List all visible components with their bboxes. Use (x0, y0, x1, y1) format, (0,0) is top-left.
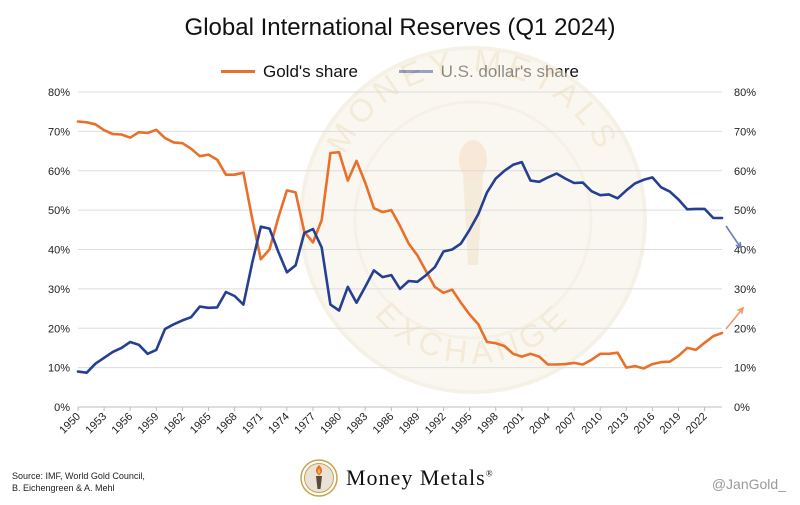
x-tick-label: 2004 (527, 411, 553, 437)
x-tick-label: 2016 (632, 411, 658, 437)
y-tick-label-right: 30% (734, 284, 756, 296)
x-tick-label: 1959 (136, 411, 162, 437)
y-tick-label-right: 50% (734, 205, 756, 217)
x-tick-label: 2007 (553, 411, 579, 437)
x-tick-label: 2010 (579, 411, 605, 437)
source-line-2: B. Eichengreen & A. Mehl (12, 483, 115, 493)
watermark-ring-bottom: EXCHANGE (369, 295, 572, 371)
x-tick-label: 1962 (162, 411, 188, 437)
y-axis-right: 0% 10% 20% 30% 40% 50% 60% 70% 80% (734, 87, 756, 414)
watermark-logo: MONEY METALS EXCHANGE (299, 42, 647, 394)
series-line-gold (76, 120, 724, 370)
x-tick-label: 1977 (292, 411, 318, 437)
x-tick-label: 1989 (397, 411, 423, 437)
y-tick-label-left: 70% (48, 126, 70, 138)
torch-logo-icon (300, 459, 338, 497)
x-tick-label: 2013 (606, 411, 632, 437)
legend-swatch-gold (221, 70, 255, 73)
watermark-flame-icon (459, 140, 487, 180)
x-tick-label: 1950 (57, 411, 83, 437)
brand-logo: Money Metals® (300, 458, 494, 498)
svg-text:EXCHANGE: EXCHANGE (369, 295, 578, 371)
y-tick-label-left: 50% (48, 205, 70, 217)
annotation-layer (725, 225, 745, 330)
y-tick-label-right: 70% (734, 126, 756, 138)
source-note: Source: IMF, World Gold Council, B. Eich… (12, 470, 145, 494)
x-axis: 1950 1953 1956 1959 1962 1965 1968 1971 1974 1977… (57, 406, 722, 437)
source-line-1: Source: IMF, World Gold Council, (12, 471, 145, 481)
trend-arrow-down-icon (725, 225, 743, 250)
x-tick-label: 1983 (345, 411, 371, 437)
trend-arrow-up-icon (725, 306, 745, 330)
y-tick-label-left: 0% (54, 402, 70, 414)
series-line-usd (76, 160, 724, 374)
grid-lines (78, 91, 722, 408)
y-tick-label-right: 20% (734, 323, 756, 335)
x-tick-label: 1980 (318, 411, 344, 437)
y-tick-label-left: 30% (48, 284, 70, 296)
chart-title: Global International Reserves (Q1 2024) (184, 14, 616, 41)
brand-registered-mark: ® (485, 468, 494, 479)
y-axis-left: 0% 10% 20% 30% 40% 50% 60% 70% 80% (48, 87, 70, 414)
x-tick-label: 1968 (214, 411, 240, 437)
legend-item-gold: Gold's share (221, 62, 358, 82)
x-tick-label: 1998 (475, 411, 501, 437)
legend-swatch-usd (398, 70, 433, 73)
chart-legend: Gold's share U.S. dollar's share (0, 58, 800, 82)
y-tick-label-right: 80% (734, 87, 756, 99)
x-tick-label: 1971 (240, 411, 266, 437)
y-tick-label-left: 40% (48, 245, 70, 257)
x-tick-label: 2022 (684, 411, 710, 437)
series-layer (76, 120, 724, 374)
legend-item-usd: U.S. dollar's share (398, 61, 579, 82)
legend-label-gold: Gold's share (263, 61, 358, 81)
y-tick-label-right: 40% (734, 245, 756, 257)
y-tick-label-left: 10% (48, 363, 70, 375)
x-tick-label: 1992 (423, 411, 449, 437)
x-tick-label: 1974 (266, 411, 292, 437)
brand-name-text: Money Metals (346, 465, 486, 490)
y-tick-label-right: 60% (734, 166, 756, 178)
x-tick-label: 1953 (83, 411, 109, 437)
y-tick-label-right: 10% (734, 363, 756, 375)
brand-name: Money Metals® (346, 465, 494, 491)
x-tick-label: 1995 (449, 411, 475, 437)
y-tick-label-left: 20% (48, 323, 70, 335)
x-tick-label: 2001 (501, 411, 527, 437)
watermark-torch-icon (463, 175, 483, 265)
y-tick-label-right: 0% (734, 402, 750, 414)
y-tick-label-left: 80% (48, 87, 70, 99)
author-handle: @JanGold_ (711, 476, 786, 492)
y-tick-label-left: 60% (48, 166, 70, 178)
x-tick-label: 1965 (188, 411, 214, 437)
x-tick-label: 1986 (371, 411, 397, 437)
legend-label-usd: U.S. dollar's share (440, 61, 579, 81)
x-tick-label: 2019 (658, 411, 684, 437)
x-tick-label: 1956 (110, 411, 136, 437)
